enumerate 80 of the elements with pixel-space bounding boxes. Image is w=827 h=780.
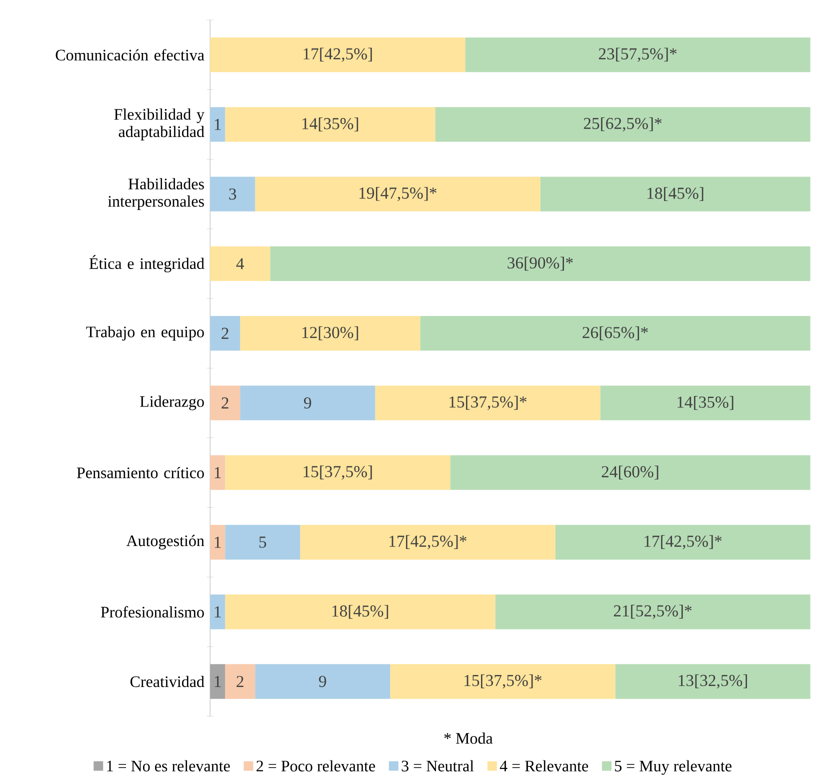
text: * Moda [444, 732, 493, 744]
legend-label: 4 = Relevante [500, 760, 588, 772]
data-label: 1 [214, 466, 221, 478]
y-tick-label: Pensamiento crítico [76, 466, 204, 478]
y-tick-label: Habilidades interpersonales [108, 178, 204, 210]
data-label: 5 [259, 536, 266, 548]
data-label: 1 [214, 606, 221, 618]
bar [450, 455, 810, 490]
data-label: 14[35%] [302, 117, 358, 132]
data-label: 13[32,5%] [678, 674, 747, 688]
data-label: 3 [229, 188, 236, 200]
bar [420, 316, 810, 351]
bar [210, 176, 256, 212]
legend-label: 5 = Muy relevante [615, 760, 732, 775]
data-label: 9 [319, 676, 326, 687]
bar [495, 594, 810, 630]
bar [225, 455, 450, 490]
data-label: 12[30%] [302, 326, 358, 340]
data-label: 17[42,5%]* [390, 534, 466, 550]
data-label: 15[37,5%]* [450, 396, 526, 410]
bar [375, 385, 600, 420]
bar [225, 664, 256, 699]
legend-label: 1 = No es relevante [107, 760, 230, 772]
y-tick-label: Trabajo en equipo [86, 326, 204, 340]
bar [210, 246, 270, 281]
data-label: 2 [236, 676, 244, 687]
data-label: 26[65%]* [582, 326, 648, 340]
data-label: 14[35%] [678, 396, 734, 410]
bar [255, 664, 390, 699]
data-label: 23[57,5%]* [598, 48, 677, 62]
bar [225, 524, 300, 560]
bar [255, 176, 540, 212]
y-tick-label: Flexibilidad y adaptabilidad [114, 108, 204, 140]
y-tick-label: Liderazgo [140, 396, 204, 410]
bar [210, 316, 240, 351]
bar [465, 37, 810, 72]
data-label: 18[45%] [648, 187, 704, 201]
bar [210, 455, 226, 490]
legend-label: 3 = Neutral [402, 760, 474, 772]
bar [210, 37, 466, 72]
bar [600, 385, 810, 420]
bar [300, 524, 556, 560]
bar [540, 176, 810, 212]
y-tick-label: Profesionalismo [100, 606, 204, 618]
bar [435, 106, 810, 142]
y-tick-label: Autogestión [126, 534, 204, 550]
y-tick-label: Creatividad [130, 676, 204, 687]
bar [210, 106, 226, 142]
data-label: 17[42,5%] [304, 48, 372, 62]
bar [225, 106, 436, 142]
bar [225, 594, 496, 630]
data-label: 25[62,5%]* [584, 117, 662, 132]
data-label: 9 [304, 397, 312, 408]
data-label: 1 [214, 676, 221, 687]
data-label: 1 [214, 536, 221, 548]
data-label: 4 [236, 258, 244, 270]
bar [390, 664, 616, 699]
y-tick-label: Ética e integridad [89, 254, 204, 272]
bar [240, 385, 376, 420]
bar [210, 524, 226, 560]
bar [210, 385, 240, 420]
bar [615, 664, 810, 699]
bar [210, 594, 226, 630]
data-label: 2 [222, 328, 228, 339]
bar [270, 246, 810, 281]
data-label: 17[42,5%]* [644, 534, 722, 550]
data-label: 15[37,5%]* [464, 674, 542, 688]
bar [555, 524, 810, 560]
data-label: 21[52,5%]* [614, 604, 692, 619]
data-label: 1 [214, 118, 221, 130]
data-label: 24[60%] [602, 466, 658, 480]
data-label: 36[90%]* [508, 256, 573, 270]
data-label: 18[45%] [332, 604, 388, 619]
data-label: 15[37,5%] [304, 465, 372, 480]
data-label: 19[47,5%]* [360, 186, 436, 201]
y-tick-label: Comunicación efectiva [56, 48, 204, 60]
bar [210, 664, 226, 699]
legend-label: 2 = Poco relevante [256, 760, 376, 772]
data-label: 2 [222, 397, 228, 408]
bar [240, 316, 420, 351]
